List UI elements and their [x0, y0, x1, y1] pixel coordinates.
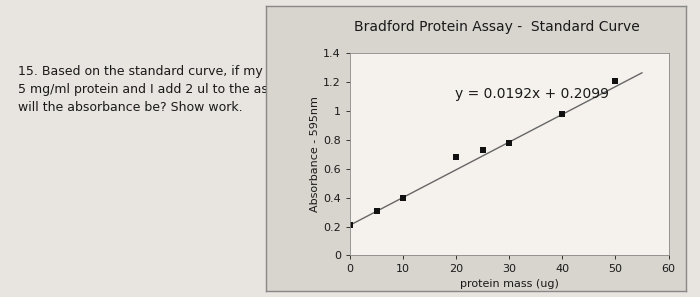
Text: y = 0.0192x + 0.2099: y = 0.0192x + 0.2099 [455, 87, 609, 101]
X-axis label: protein mass (ug): protein mass (ug) [460, 279, 559, 289]
Y-axis label: Absorbance - 595nm: Absorbance - 595nm [310, 97, 321, 212]
Text: 15. Based on the standard curve, if my unknown has
5 mg/ml protein and I add 2 u: 15. Based on the standard curve, if my u… [18, 65, 356, 114]
Text: Bradford Protein Assay -  Standard Curve: Bradford Protein Assay - Standard Curve [354, 20, 640, 34]
